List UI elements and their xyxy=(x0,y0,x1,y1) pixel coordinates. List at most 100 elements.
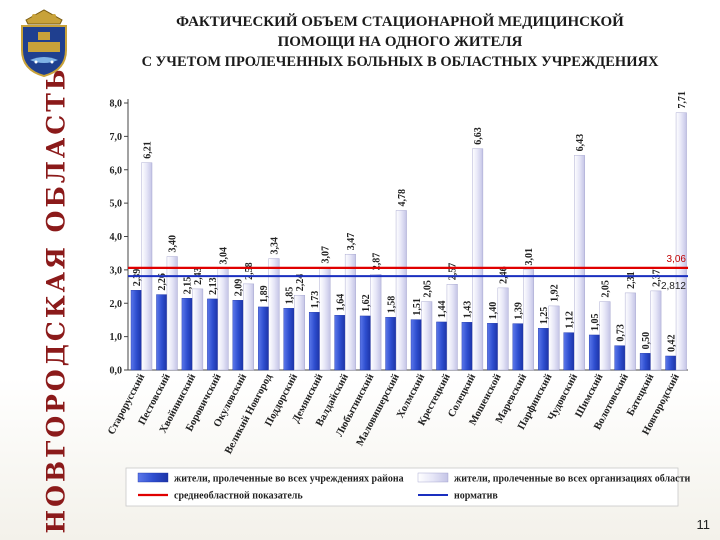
bar-region xyxy=(675,112,687,371)
y-tick-label: 5,0 xyxy=(110,199,123,210)
bar-value-label: 3,04 xyxy=(219,247,230,265)
legend-label: жители, пролеченные во всех учреждениях … xyxy=(174,474,404,485)
bar-value-label: 2,37 xyxy=(651,269,662,287)
bar-region xyxy=(243,283,255,371)
bar-value-label: 1,44 xyxy=(437,300,448,318)
bar-value-label: 0,42 xyxy=(666,334,677,352)
x-tick-label: Старорусский xyxy=(106,372,147,436)
y-tick-label: 4,0 xyxy=(110,232,123,243)
bar-region xyxy=(599,301,611,371)
coat-of-arms-icon xyxy=(21,9,67,78)
bar-value-label: 2,39 xyxy=(132,269,143,287)
bar-local xyxy=(258,306,269,371)
bar-value-label: 2,15 xyxy=(183,277,194,295)
y-tick-label: 6,0 xyxy=(110,165,123,176)
bar-region xyxy=(141,162,153,371)
bar-local xyxy=(614,345,626,371)
bar-value-label: 3,47 xyxy=(346,233,357,251)
bar-local xyxy=(436,321,448,371)
bar-region xyxy=(650,290,662,371)
bar-region xyxy=(395,210,407,371)
legend-swatch-local xyxy=(137,472,169,483)
legend-swatch-region xyxy=(417,472,449,483)
bar-value-label: 6,63 xyxy=(473,127,484,145)
bar-region xyxy=(192,288,204,371)
bar-value-label: 7,71 xyxy=(677,91,688,109)
bar-value-label: 1,58 xyxy=(386,296,397,314)
bar-region xyxy=(319,267,331,371)
bar-value-label: 2,05 xyxy=(600,280,611,298)
bar-local xyxy=(308,312,320,371)
bar-local xyxy=(461,322,473,371)
bar-value-label: 3,40 xyxy=(168,235,179,253)
bar-value-label: 2,09 xyxy=(234,279,245,297)
bar-local xyxy=(156,294,168,371)
bar-local xyxy=(207,298,219,371)
bar-local xyxy=(665,355,677,371)
bar-value-label: 1,73 xyxy=(310,291,321,309)
bar-value-label: 0,50 xyxy=(641,332,652,350)
y-tick-label: 7,0 xyxy=(110,132,123,143)
bar-value-label: 1,39 xyxy=(514,302,525,320)
bar-region xyxy=(497,287,509,371)
bar-value-label: 1,25 xyxy=(539,307,550,325)
bar-value-label: 2,05 xyxy=(422,280,433,298)
bar-local xyxy=(385,317,397,371)
bar-region xyxy=(294,295,305,371)
bar-value-label: 6,21 xyxy=(142,141,153,159)
bar-region xyxy=(370,274,382,371)
bar-region xyxy=(344,253,356,371)
title-line-1: ФАКТИЧЕСКИЙ ОБЪЕМ СТАЦИОНАРНОЙ МЕДИЦИНСК… xyxy=(176,14,624,30)
bar-local xyxy=(588,334,600,371)
bar-region xyxy=(166,256,178,371)
bar-value-label: 2,26 xyxy=(157,273,168,291)
bar-local xyxy=(181,298,193,371)
title-line-3: С УЧЕТОМ ПРОЛЕЧЕННЫХ БОЛЬНЫХ В ОБЛАСТНЫХ… xyxy=(141,54,659,70)
bar-local xyxy=(130,290,142,371)
bar-local xyxy=(232,300,244,371)
legend-label: жители, пролеченные во всех организациях… xyxy=(454,474,691,485)
bar-value-label: 2,13 xyxy=(208,277,219,295)
bar-region xyxy=(268,258,280,371)
bar-value-label: 3,34 xyxy=(270,237,281,255)
bar-value-label: 1,51 xyxy=(412,298,423,316)
bar-region xyxy=(446,284,458,371)
bar-value-label: 6,43 xyxy=(575,134,586,152)
bar-value-label: 0,73 xyxy=(615,324,626,342)
bar-value-label: 1,43 xyxy=(463,301,474,319)
bar-region xyxy=(574,155,585,371)
bar-value-label: 1,62 xyxy=(361,294,372,312)
bar-value-label: 2,31 xyxy=(626,271,637,289)
sidebar: НОВГОРОДСКАЯ ОБЛАСТЬ xyxy=(0,0,95,540)
bar-value-label: 3,07 xyxy=(320,246,331,264)
bar-region xyxy=(421,301,433,371)
bar-region xyxy=(523,269,535,371)
y-tick-label: 0,0 xyxy=(110,366,123,377)
bar-local xyxy=(283,308,295,371)
bar-value-label: 1,40 xyxy=(488,302,499,320)
average-line-label: 3,06 xyxy=(667,254,687,265)
bar-local xyxy=(334,315,346,371)
bar-value-label: 1,89 xyxy=(259,285,270,303)
bar-region xyxy=(624,292,636,371)
bar-local xyxy=(487,323,499,371)
bar-region xyxy=(217,268,229,371)
bar-value-label: 1,64 xyxy=(335,294,346,312)
bar-value-label: 1,92 xyxy=(550,284,561,302)
y-tick-label: 1,0 xyxy=(110,332,123,343)
y-tick-label: 8,0 xyxy=(110,99,123,110)
bar-local xyxy=(512,323,524,371)
bar-local xyxy=(563,332,575,371)
bar-value-label: 2,24 xyxy=(295,274,306,292)
bar-value-label: 2,87 xyxy=(371,253,382,271)
bar-region xyxy=(472,148,484,371)
bar-value-label: 2,57 xyxy=(448,263,459,281)
bar-value-label: 2,46 xyxy=(499,266,510,284)
norm-line-label: 2,812 xyxy=(661,281,686,292)
bar-value-label: 1,05 xyxy=(590,313,601,331)
page-number: 11 xyxy=(696,517,711,532)
bar-value-label: 3,01 xyxy=(524,248,535,266)
bar-local xyxy=(410,319,422,371)
y-tick-label: 2,0 xyxy=(110,299,123,310)
y-tick-label: 3,0 xyxy=(110,265,123,276)
